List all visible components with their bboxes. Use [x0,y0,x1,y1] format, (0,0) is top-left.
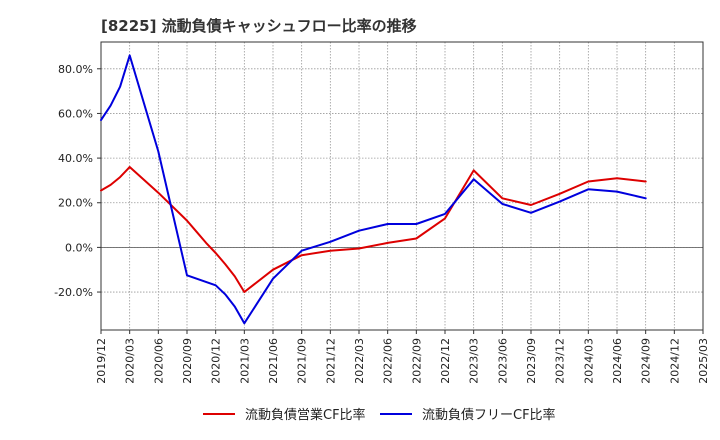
x-tick-label: 2020/12 [210,338,223,384]
plot-frame [100,41,704,331]
x-tick-label: 2023/09 [525,338,538,384]
y-tick-label: 0.0% [65,241,93,254]
x-tick-label: 2024/09 [640,338,653,384]
series-line-2 [100,54,647,325]
x-tick-label: 2024/12 [668,338,681,384]
x-tick-label: 2020/09 [181,338,194,384]
x-tick-label: 2023/06 [496,338,509,384]
x-tick-label: 2022/06 [382,338,395,384]
plot-area [101,42,703,330]
legend-label-1: 流動負債営業CF比率 [245,407,366,423]
x-tick-label: 2021/06 [267,338,280,384]
x-tick-label: 2024/06 [611,338,624,384]
x-tick-label: 2022/03 [353,338,366,384]
x-tick-label: 2021/03 [238,338,251,384]
x-tick-label: 2021/09 [296,338,309,384]
x-tick-label: 2022/09 [410,338,423,384]
x-tick-label: 2020/03 [124,338,137,384]
x-tick-label: 2024/03 [582,338,595,384]
x-tick-label: 2025/03 [697,338,710,384]
legend-label-2: 流動負債フリーCF比率 [422,407,556,423]
x-tick-label: 2019/12 [95,338,108,384]
x-tick-label: 2023/03 [468,338,481,384]
y-tick-label: 80.0% [58,63,93,76]
chart-title: [8225] 流動負債キャッシュフロー比率の推移 [101,17,417,35]
y-tick-label: 20.0% [58,197,93,210]
y-tick-label: 40.0% [58,152,93,165]
y-tick-label: -20.0% [54,286,93,299]
x-tick-label: 2023/12 [554,338,567,384]
series-line-1 [100,166,647,293]
x-tick-label: 2021/12 [324,338,337,384]
x-tick-label: 2022/12 [439,338,452,384]
x-tick-label: 2020/06 [152,338,165,384]
y-tick-label: 60.0% [58,107,93,120]
